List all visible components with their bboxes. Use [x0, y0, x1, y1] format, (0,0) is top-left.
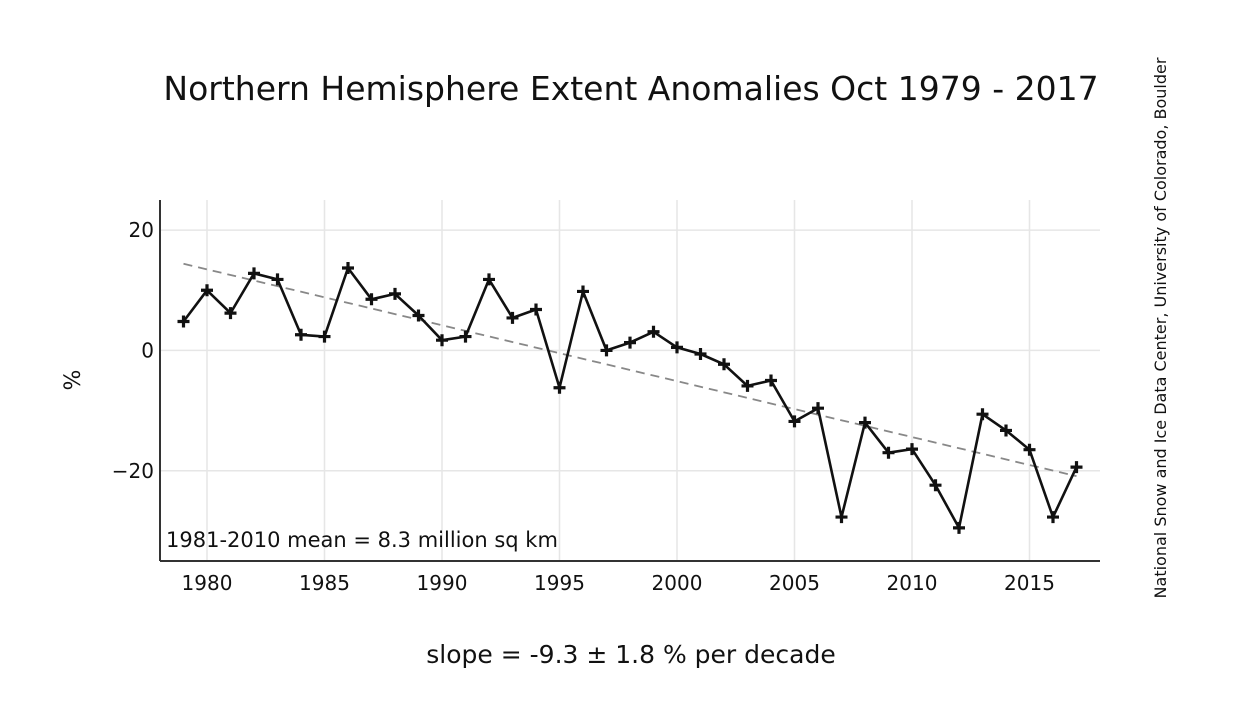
data-point: [271, 273, 284, 286]
x-tick-label: 2000: [652, 571, 703, 595]
chart-title: Northern Hemisphere Extent Anomalies Oct…: [163, 69, 1098, 108]
data-point: [295, 328, 307, 341]
data-point: [624, 336, 636, 349]
x-tick-label: 2005: [769, 571, 820, 595]
credit-text: National Snow and Ice Data Center, Unive…: [1151, 57, 1170, 598]
data-point: [718, 358, 730, 371]
x-tick-label: 1980: [182, 571, 233, 595]
data-point: [365, 293, 378, 306]
data-point: [506, 311, 519, 324]
slope-text: slope = -9.3 ± 1.8 % per decade: [426, 640, 835, 669]
data-point: [412, 309, 425, 322]
data-point: [389, 287, 401, 300]
data-point: [436, 334, 448, 347]
data-point: [342, 261, 354, 274]
data-point: [1070, 461, 1083, 474]
data-point: [553, 381, 566, 394]
data-point: [177, 315, 190, 328]
data-point: [859, 416, 871, 429]
data-point: [600, 344, 613, 357]
data-point: [835, 511, 848, 524]
data-point: [224, 307, 237, 320]
data-point: [976, 408, 989, 421]
x-axis-ticks: 1980 1985 1990 1995 2000 2005 2010 2015: [182, 571, 1055, 595]
data-point: [788, 415, 801, 428]
series-line: [182, 266, 1078, 530]
data-point: [318, 330, 331, 343]
y-axis-ticks: 20 0 −20: [112, 218, 154, 483]
data-point: [248, 267, 260, 280]
data-point: [906, 443, 918, 456]
data-point: [1000, 424, 1012, 437]
data-point: [201, 284, 213, 297]
data-point: [812, 402, 824, 415]
data-point: [671, 341, 683, 354]
x-tick-label: 2010: [887, 571, 938, 595]
data-point: [953, 521, 965, 534]
data-point: [882, 446, 895, 459]
data-point: [530, 303, 542, 316]
mean-annotation: 1981-2010 mean = 8.3 million sq km: [166, 528, 558, 552]
x-tick-label: 1995: [534, 571, 585, 595]
data-markers: [177, 261, 1083, 534]
x-tick-label: 1985: [299, 571, 350, 595]
grid-lines: [160, 200, 1100, 561]
data-point: [1047, 511, 1059, 524]
data-point: [741, 379, 754, 392]
data-point: [694, 348, 707, 361]
x-tick-label: 1990: [417, 571, 468, 595]
data-point: [1023, 443, 1036, 456]
data-point: [647, 325, 660, 338]
y-tick-label: −20: [112, 459, 154, 483]
y-axis-label: %: [61, 370, 86, 391]
x-tick-label: 2015: [1004, 571, 1055, 595]
data-point: [459, 330, 472, 343]
trend-line: [183, 262, 1077, 478]
y-tick-label: 0: [141, 338, 154, 362]
data-point: [765, 374, 777, 387]
data-point: [577, 285, 589, 298]
data-point: [483, 273, 495, 286]
data-point: [929, 479, 942, 492]
y-tick-label: 20: [129, 218, 154, 242]
